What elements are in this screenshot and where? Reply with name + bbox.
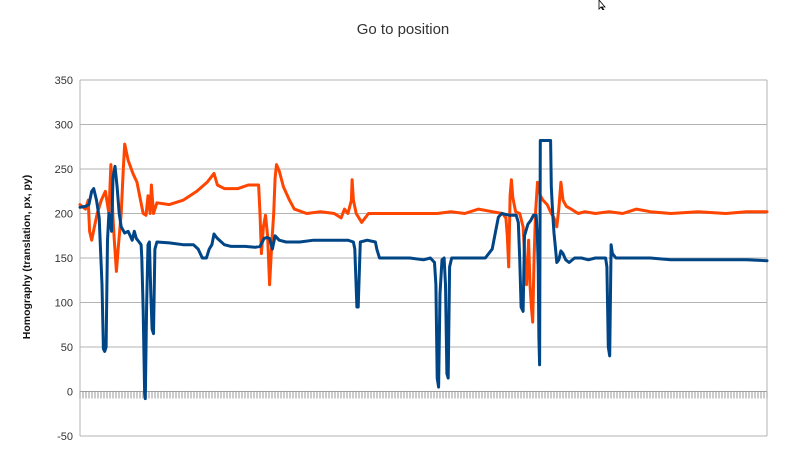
y-tick-label: 250 — [55, 164, 73, 176]
y-tick-label: 50 — [61, 342, 73, 354]
y-tick-label: -50 — [57, 431, 73, 443]
y-tick-label: 200 — [55, 209, 73, 221]
chart-title: Go to position — [357, 21, 450, 38]
y-tick-label: 150 — [55, 253, 73, 265]
plot-area — [78, 139, 769, 401]
y-axis-ticks: -50 0 50 100 150 200 250 300 350 — [55, 75, 73, 443]
y-tick-label: 100 — [55, 298, 73, 310]
y-axis-label: Homography (translation, px, py) — [21, 175, 33, 340]
y-tick-label: 350 — [55, 75, 73, 87]
mouse-cursor-icon — [598, 0, 606, 10]
series-line-2 — [78, 139, 769, 401]
x-axis-ticks — [79, 391, 768, 399]
y-tick-label: 0 — [67, 387, 73, 399]
series-line-1 — [78, 142, 769, 324]
y-tick-label: 300 — [55, 120, 73, 132]
